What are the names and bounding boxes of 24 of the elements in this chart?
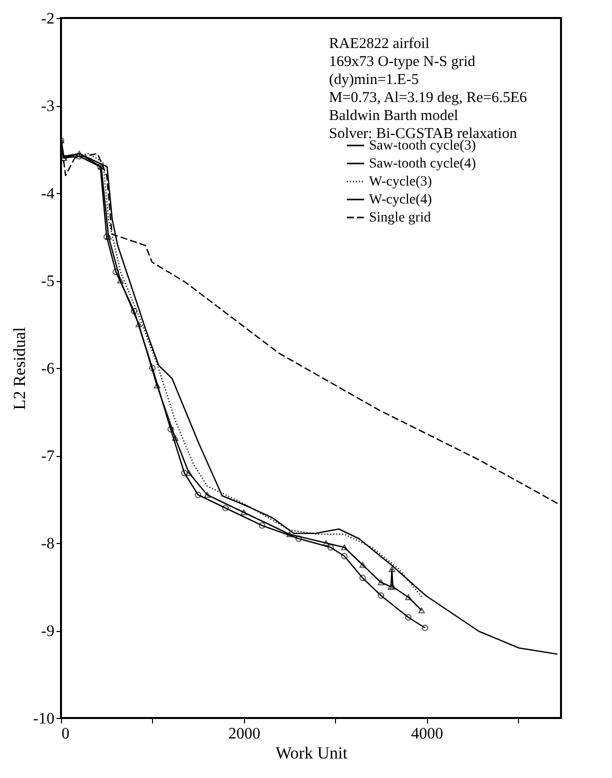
annotation: Baldwin Barth model bbox=[329, 108, 458, 124]
y-axis-title: L2 Residual bbox=[10, 326, 30, 410]
legend-label: Single grid bbox=[369, 210, 431, 226]
y-tick-label: -5 bbox=[41, 273, 54, 290]
annotation: 169x73 O-type N-S grid bbox=[329, 54, 476, 70]
x-axis-title: Work Unit bbox=[276, 744, 348, 762]
annotation: RAE2822 airfoil bbox=[329, 36, 430, 52]
legend-label: Saw-tooth cycle(4) bbox=[369, 156, 476, 172]
y-tick-label: -8 bbox=[41, 536, 54, 552]
annotation: (dy)min=1.E-5 bbox=[329, 72, 419, 88]
x-tick-label: 0 bbox=[62, 726, 70, 742]
y-tick-label: -10 bbox=[33, 710, 54, 728]
x-tick-label: 4000 bbox=[411, 726, 444, 742]
annotation: M=0.73, Al=3.19 deg, Re=6.5E6 bbox=[329, 90, 528, 106]
y-tick-label: -9 bbox=[41, 623, 54, 640]
x-tick-label: 2000 bbox=[228, 726, 260, 742]
legend-label: Saw-tooth cycle(3) bbox=[369, 138, 476, 154]
y-tick-label: -2 bbox=[41, 10, 54, 28]
legend-label: W-cycle(4) bbox=[369, 192, 432, 208]
legend-label: W-cycle(3) bbox=[369, 174, 432, 190]
y-tick-label: -7 bbox=[41, 448, 54, 465]
y-tick-label: -4 bbox=[41, 186, 54, 202]
y-tick-label: -3 bbox=[41, 98, 54, 115]
y-tick-label: -6 bbox=[41, 360, 54, 378]
